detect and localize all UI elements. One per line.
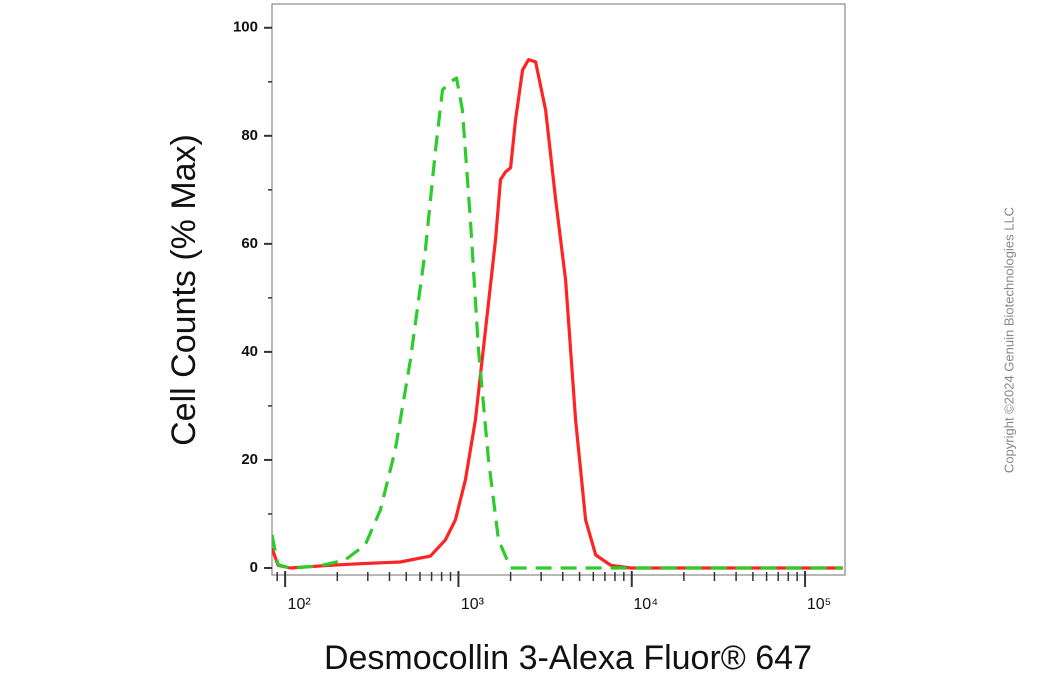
- series-line: [272, 76, 843, 570]
- plot-frame: [271, 3, 846, 576]
- y-tick-label: 60: [241, 235, 258, 252]
- y-tick-label: 0: [250, 559, 258, 576]
- x-tick-label: 10⁵: [807, 596, 831, 613]
- y-tick-label: 40: [241, 343, 258, 360]
- x-tick-label: 10²: [288, 596, 312, 613]
- copyright: Copyright ©2024 Genuin Biotechnologies L…: [1001, 207, 1016, 473]
- y-tick-label: 80: [241, 127, 258, 144]
- x-tick-label: 10⁴: [633, 596, 658, 613]
- y-tick-label: 100: [233, 19, 258, 36]
- x-axis-title: Desmocollin 3-Alexa Fluor® 647: [324, 639, 812, 677]
- plot-lines: [272, 57, 843, 570]
- series-line: [272, 57, 843, 570]
- y-tick-label: 20: [241, 451, 258, 468]
- x-tick-label: 10³: [461, 596, 485, 613]
- y-axis-title: Cell Counts (% Max): [165, 134, 203, 446]
